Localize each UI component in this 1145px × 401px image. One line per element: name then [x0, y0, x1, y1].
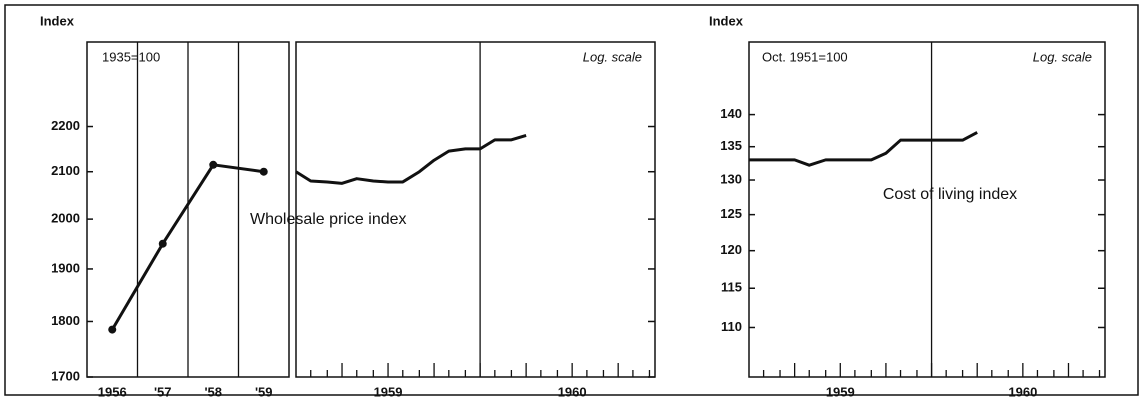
y-tick-label: 130 [720, 171, 742, 186]
y-tick-label: 125 [720, 206, 742, 221]
y-tick-label: 1800 [51, 313, 80, 328]
marker [158, 239, 167, 248]
scale-note: Log. scale [1033, 49, 1092, 64]
y-tick-label: 2200 [51, 118, 80, 133]
y-tick-label: 2000 [51, 211, 80, 226]
x-tick-label: '57 [154, 384, 172, 399]
annotation: Wholesale price index [250, 211, 407, 228]
marker [108, 325, 117, 334]
x-tick-label: 1959 [374, 384, 403, 399]
y-tick-label: 135 [720, 138, 742, 153]
y-tick-label: 2100 [51, 163, 80, 178]
x-tick-label: 1960 [1008, 384, 1037, 399]
y-tick-label: 120 [720, 242, 742, 257]
line [295, 133, 527, 185]
y-axis-label: Index [40, 13, 75, 28]
y-tick-label: 1900 [51, 260, 80, 275]
x-tick-label: 1959 [826, 384, 855, 399]
x-tick-label: '59 [255, 384, 273, 399]
annotation: Cost of living index [883, 186, 1017, 203]
line [110, 163, 264, 331]
scale-note: Log. scale [583, 49, 642, 64]
line [749, 131, 978, 167]
frame [4, 4, 1139, 396]
note: 1935=100 [102, 49, 160, 64]
x-tick-label: 1960 [558, 384, 587, 399]
panel [295, 41, 656, 378]
y-axis-label: Index [709, 13, 744, 28]
y-tick-label: 115 [721, 280, 742, 295]
y-tick-label: 1700 [51, 368, 80, 383]
note: Oct. 1951=100 [762, 49, 848, 64]
y-tick-label: 140 [720, 106, 742, 121]
marker [259, 167, 268, 176]
marker [209, 160, 218, 169]
panel [748, 41, 1106, 378]
x-tick-label: 1956 [98, 384, 127, 399]
x-tick-label: '58 [204, 384, 222, 399]
y-tick-label: 110 [721, 319, 742, 334]
